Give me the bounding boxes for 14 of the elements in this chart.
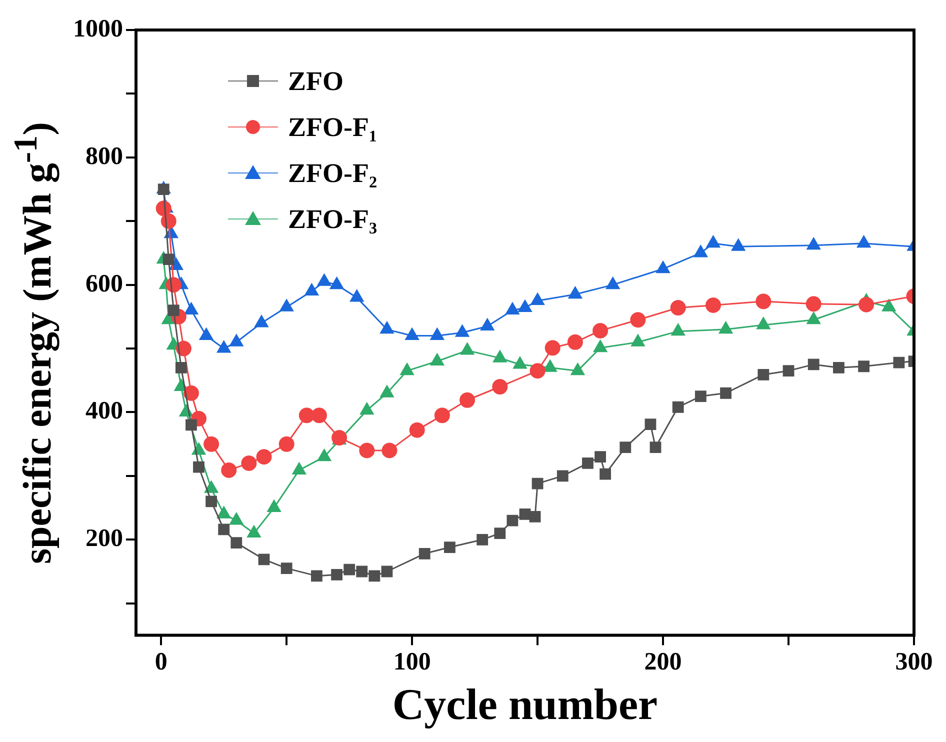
x-tick-label: 200: [644, 648, 682, 676]
y-tick-label: 800: [86, 142, 123, 170]
y-tick-label: 600: [86, 270, 123, 298]
x-tick-label: 0: [154, 648, 168, 676]
y-tick-label: 400: [86, 398, 123, 425]
legend-label: ZFO-F₁: [288, 112, 378, 142]
y-tick-label: 200: [86, 525, 123, 552]
x-axis-title: Cycle number: [392, 680, 658, 729]
legend-label: ZFO: [288, 66, 344, 96]
legend-label: ZFO-F₂: [288, 158, 378, 188]
legend-label: ZFO-F₃: [288, 204, 378, 234]
x-tick-label: 100: [393, 648, 431, 676]
y-tick-label: 1000: [73, 15, 123, 42]
x-tick-label: 300: [895, 648, 933, 676]
